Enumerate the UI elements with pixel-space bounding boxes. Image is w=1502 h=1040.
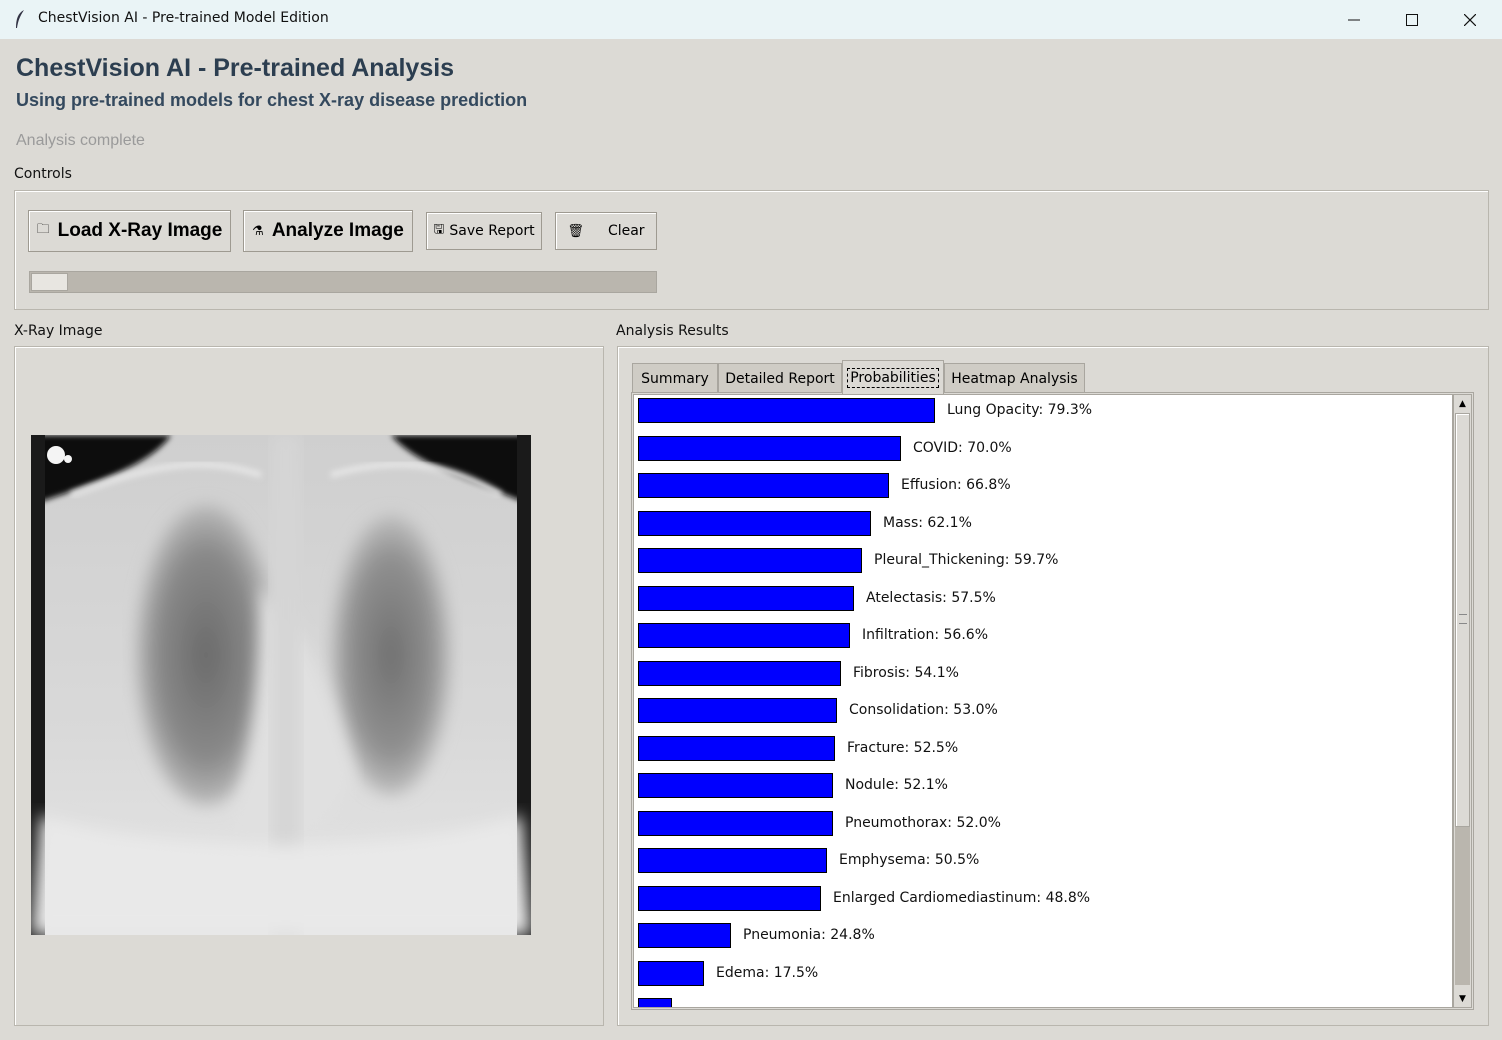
title-bar: ChestVision AI - Pre-trained Model Editi… [0, 0, 1502, 39]
probability-bar [638, 885, 821, 911]
page-title: ChestVision AI - Pre-trained Analysis [16, 54, 455, 82]
probability-label: Effusion: 66.8% [901, 477, 1011, 493]
progress-indicator [31, 273, 68, 291]
save-icon: 🖫 [433, 222, 445, 237]
probability-label: Nodule: 52.1% [845, 777, 948, 793]
window-title: ChestVision AI - Pre-trained Model Editi… [38, 10, 329, 26]
probability-label: Pneumothorax: 52.0% [845, 814, 1001, 831]
page-subtitle: Using pre-trained models for chest X-ray… [16, 90, 528, 110]
feather-icon [16, 10, 24, 28]
save-report-button[interactable]: 🖫 Save Report [426, 212, 542, 250]
xray-panel-label: X-Ray Image [14, 323, 103, 339]
progress-bar [29, 271, 657, 293]
tab-summary[interactable]: Summary [632, 363, 718, 393]
clear-button[interactable]: 🗑 Clear [555, 212, 657, 250]
probability-label: Mass: 62.1% [883, 514, 972, 531]
xray-frame [14, 346, 604, 1026]
probability-bar [638, 810, 833, 836]
scrollbar-thumb[interactable] [1455, 413, 1470, 827]
probability-bar [638, 735, 835, 761]
probability-bar [638, 960, 704, 986]
tab-probabilities[interactable]: Probabilities [842, 360, 944, 394]
probability-label: Edema: 17.5% [716, 964, 819, 981]
probability-label: Pneumonia: 24.8% [743, 927, 875, 943]
probability-bar [638, 998, 672, 1007]
results-frame [617, 346, 1489, 1026]
close-button[interactable] [1441, 0, 1499, 39]
probability-label: Atelectasis: 57.5% [866, 589, 996, 606]
probability-label: Fibrosis: 54.1% [853, 664, 959, 681]
probability-bar [638, 548, 862, 573]
load-xray-button[interactable]: 🗀 Load X-Ray Image [28, 210, 231, 252]
controls-frame [14, 190, 1489, 310]
probability-bar [638, 773, 833, 798]
load-xray-label: Load X-Ray Image [57, 220, 223, 241]
scrollbar-track[interactable] [1455, 827, 1470, 985]
probability-bar [638, 923, 731, 948]
tab-heatmap-analysis[interactable]: Heatmap Analysis [944, 363, 1085, 393]
scroll-down-icon[interactable]: ▼ [1459, 993, 1466, 1004]
save-report-label: Save Report [449, 223, 535, 239]
microscope-icon: ⚗ [252, 223, 264, 238]
status-text: Analysis complete [16, 132, 145, 149]
results-panel-label: Analysis Results [616, 323, 729, 339]
controls-label: Controls [14, 166, 72, 182]
minimize-button[interactable] [1325, 0, 1383, 39]
maximize-button[interactable] [1383, 0, 1441, 39]
tab-content-frame [631, 392, 1474, 1010]
probability-label: Lung Opacity: 79.3% [947, 402, 1093, 418]
probability-bar [638, 510, 871, 536]
probability-bar [638, 473, 889, 498]
folder-icon: 🗀 [36, 221, 50, 236]
clear-label: Clear [607, 223, 645, 239]
xray-image [31, 435, 531, 935]
probabilities-chart[interactable]: Lung Opacity: 79.3% COVID: 70.0% Effusion:… [633, 394, 1453, 1008]
probability-bar [638, 585, 854, 611]
grip-icon [1459, 614, 1467, 624]
probability-label: COVID: 70.0% [913, 439, 1012, 456]
probability-label: Emphysema: 50.5% [839, 852, 980, 868]
probability-label: Enlarged Cardiomediastinum: 48.8% [833, 889, 1091, 906]
close-icon [1464, 13, 1476, 26]
probability-bar [638, 435, 901, 461]
probability-bar [638, 660, 841, 686]
vertical-scrollbar[interactable]: ▲ ▼ [1453, 394, 1472, 1008]
probability-bar [638, 698, 837, 723]
analyze-image-label: Analyze Image [271, 220, 404, 241]
scroll-up-icon[interactable]: ▲ [1459, 398, 1466, 409]
probability-label: Pleural_Thickening: 59.7% [874, 552, 1059, 568]
probability-bar [638, 623, 850, 648]
analyze-image-button[interactable]: ⚗ Analyze Image [243, 210, 413, 252]
probability-label: Consolidation: 53.0% [849, 702, 998, 718]
tab-detailed-report[interactable]: Detailed Report [718, 363, 842, 393]
minimize-icon [1348, 19, 1360, 20]
probability-label: Infiltration: 56.6% [862, 627, 988, 643]
probability-label: Fracture: 52.5% [847, 739, 959, 756]
maximize-icon [1406, 13, 1418, 26]
probability-bar [638, 398, 935, 423]
trash-icon: 🗑 [567, 223, 584, 239]
probability-bar [638, 848, 827, 873]
